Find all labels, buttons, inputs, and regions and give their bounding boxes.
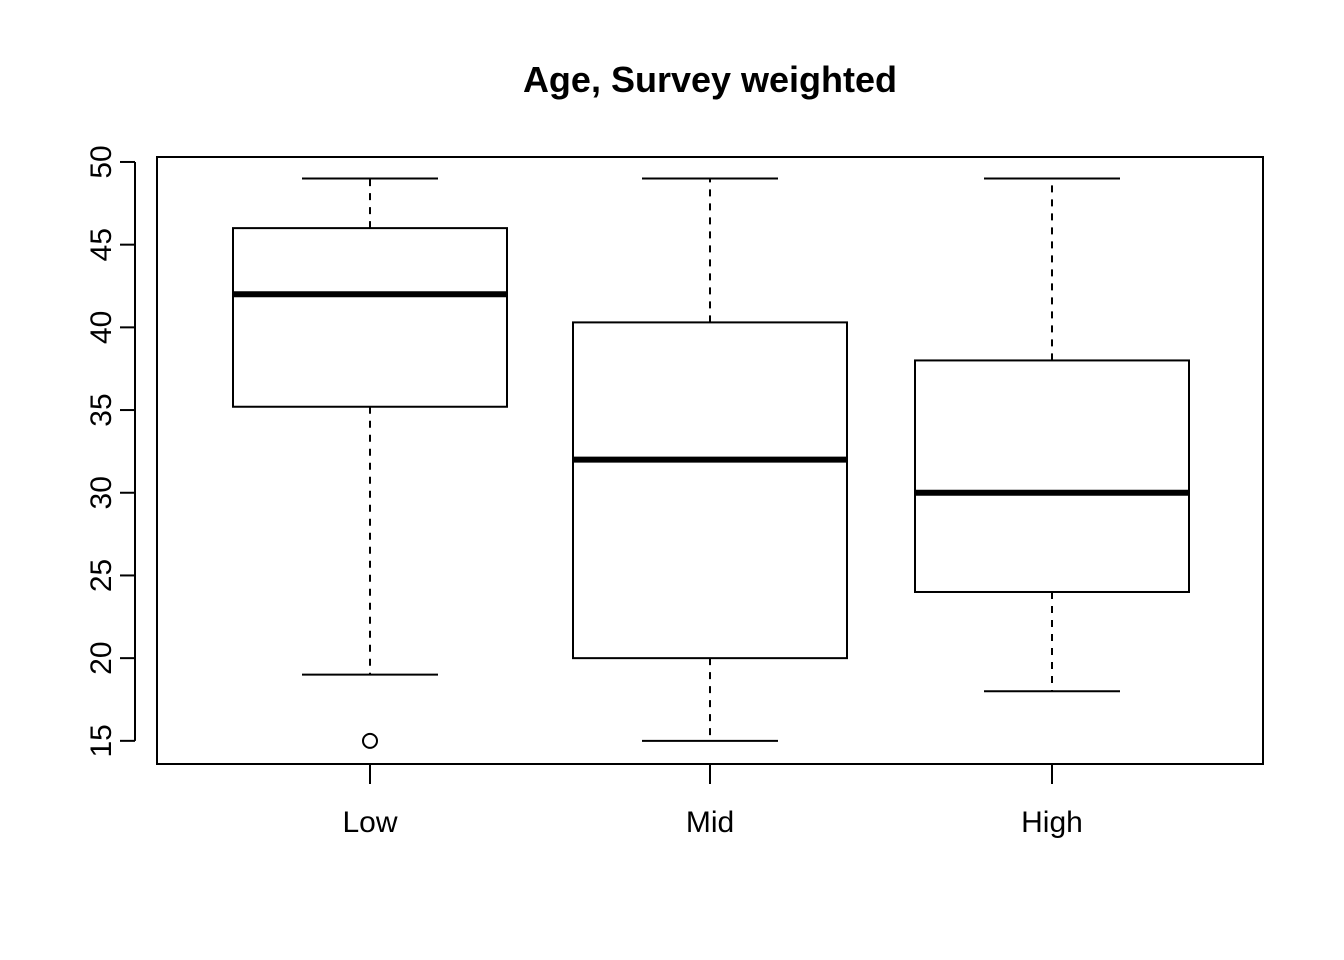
- y-tick-label: 40: [85, 311, 118, 344]
- x-tick-label: Low: [342, 806, 397, 839]
- box-mid: [572, 177, 848, 742]
- y-tick-label: 30: [85, 476, 118, 509]
- x-tick-label: High: [1021, 806, 1083, 839]
- iqr-box: [572, 321, 848, 660]
- y-tick-label: 50: [85, 145, 118, 178]
- y-tick-label: 20: [85, 641, 118, 674]
- x-tick-label: Mid: [686, 806, 734, 839]
- iqr-box: [914, 359, 1190, 593]
- boxes: [232, 177, 1190, 749]
- y-tick-label: 35: [85, 393, 118, 426]
- x-axis: Low Mid High: [342, 764, 1083, 839]
- y-tick-label: 25: [85, 559, 118, 592]
- y-tick-label: 15: [85, 724, 118, 757]
- box-high: [914, 177, 1190, 693]
- y-axis: 15 20 25 30 35 40 45 50: [85, 145, 136, 758]
- iqr-box: [232, 227, 508, 408]
- outlier-point: [362, 732, 378, 749]
- y-tick-label: 45: [85, 228, 118, 261]
- box-low: [232, 177, 508, 749]
- chart-title: Age, Survey weighted: [523, 59, 897, 100]
